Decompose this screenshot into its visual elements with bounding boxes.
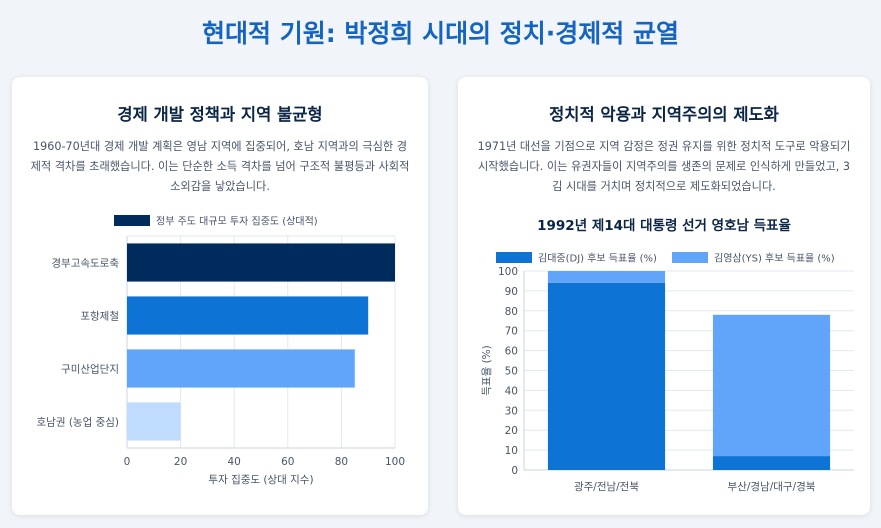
bar bbox=[127, 349, 355, 388]
card-description: 1971년 대선을 기점으로 지역 감정은 정권 유지를 위한 정치적 도구로 … bbox=[477, 140, 851, 193]
card-description: 1960-70년대 경제 개발 계획은 영남 지역에 집중되어, 호남 지역과의… bbox=[30, 140, 410, 193]
y-tick-label: 100 bbox=[498, 266, 518, 278]
y-tick-label: 호남권 (농업 중심) bbox=[37, 416, 120, 429]
legend-swatch bbox=[496, 252, 532, 263]
legend-swatch bbox=[114, 215, 150, 226]
x-tick-label: 20 bbox=[174, 456, 187, 468]
x-tick-label: 부산/경남/대구/경북 bbox=[728, 480, 816, 493]
legend-label: 김영삼(YS) 후보 득표율 (%) bbox=[714, 253, 835, 265]
y-axis-title: 득표율 (%) bbox=[481, 345, 493, 396]
x-tick-label: 80 bbox=[335, 456, 348, 468]
x-tick-label: 40 bbox=[228, 456, 241, 468]
legend-label: 김대중(DJ) 후보 득표율 (%) bbox=[538, 253, 657, 265]
y-tick-label: 10 bbox=[505, 445, 518, 457]
bar-segment bbox=[712, 456, 831, 470]
y-tick-label: 80 bbox=[505, 306, 518, 318]
legend-label: 정부 주도 대규모 투자 집중도 (상대적) bbox=[156, 216, 318, 228]
economic-policy-card: 경제 개발 정책과 지역 불균형 1960-70년대 경제 개발 계획은 영남 … bbox=[12, 77, 428, 515]
x-tick-label: 0 bbox=[124, 456, 131, 468]
bar bbox=[127, 296, 369, 335]
y-tick-label: 70 bbox=[505, 326, 518, 338]
x-axis-title: 투자 집중도 (상대 지수) bbox=[208, 474, 313, 486]
card-title: 정치적 악용과 지역주의의 제도화 bbox=[549, 105, 779, 124]
y-tick-label: 90 bbox=[505, 286, 518, 298]
card-title: 경제 개발 정책과 지역 불균형 bbox=[117, 105, 323, 124]
election-stacked-bar-chart: 김대중(DJ) 후보 득표율 (%) 김영삼(YS) 후보 득표율 (%) 0 10 2… bbox=[481, 252, 854, 493]
bar bbox=[127, 402, 181, 441]
y-tick-label: 30 bbox=[505, 405, 518, 417]
bar-segment bbox=[547, 271, 666, 283]
y-tick-label: 50 bbox=[505, 366, 518, 378]
chart-title: 1992년 제14대 대통령 선거 영호남 득표율 bbox=[537, 218, 791, 234]
y-tick-label: 포항제철 bbox=[80, 311, 119, 323]
political-card: 정치적 악용과 지역주의의 제도화 1971년 대선을 기점으로 지역 감정은 … bbox=[458, 77, 870, 515]
bar-segment bbox=[547, 282, 666, 470]
y-tick-label: 20 bbox=[505, 425, 518, 437]
x-tick-label: 60 bbox=[281, 456, 294, 468]
bar-segment bbox=[712, 314, 831, 457]
y-tick-label: 경부고속도로축 bbox=[51, 257, 119, 270]
x-tick-label: 100 bbox=[385, 456, 405, 468]
y-tick-label: 구미산업단지 bbox=[61, 363, 119, 376]
y-tick-label: 0 bbox=[511, 465, 518, 477]
investment-bar-chart: 정부 주도 대규모 투자 집중도 (상대적) 0 20 40 60 80 100 경부고속도로… bbox=[37, 215, 405, 486]
legend-swatch bbox=[672, 252, 708, 263]
x-tick-label: 광주/전남/전북 bbox=[574, 481, 639, 493]
y-tick-label: 40 bbox=[505, 385, 518, 397]
page-title: 현대적 기원: 박정희 시대의 정치·경제적 균열 bbox=[201, 19, 679, 48]
y-tick-label: 60 bbox=[505, 346, 518, 358]
bar bbox=[127, 243, 395, 282]
